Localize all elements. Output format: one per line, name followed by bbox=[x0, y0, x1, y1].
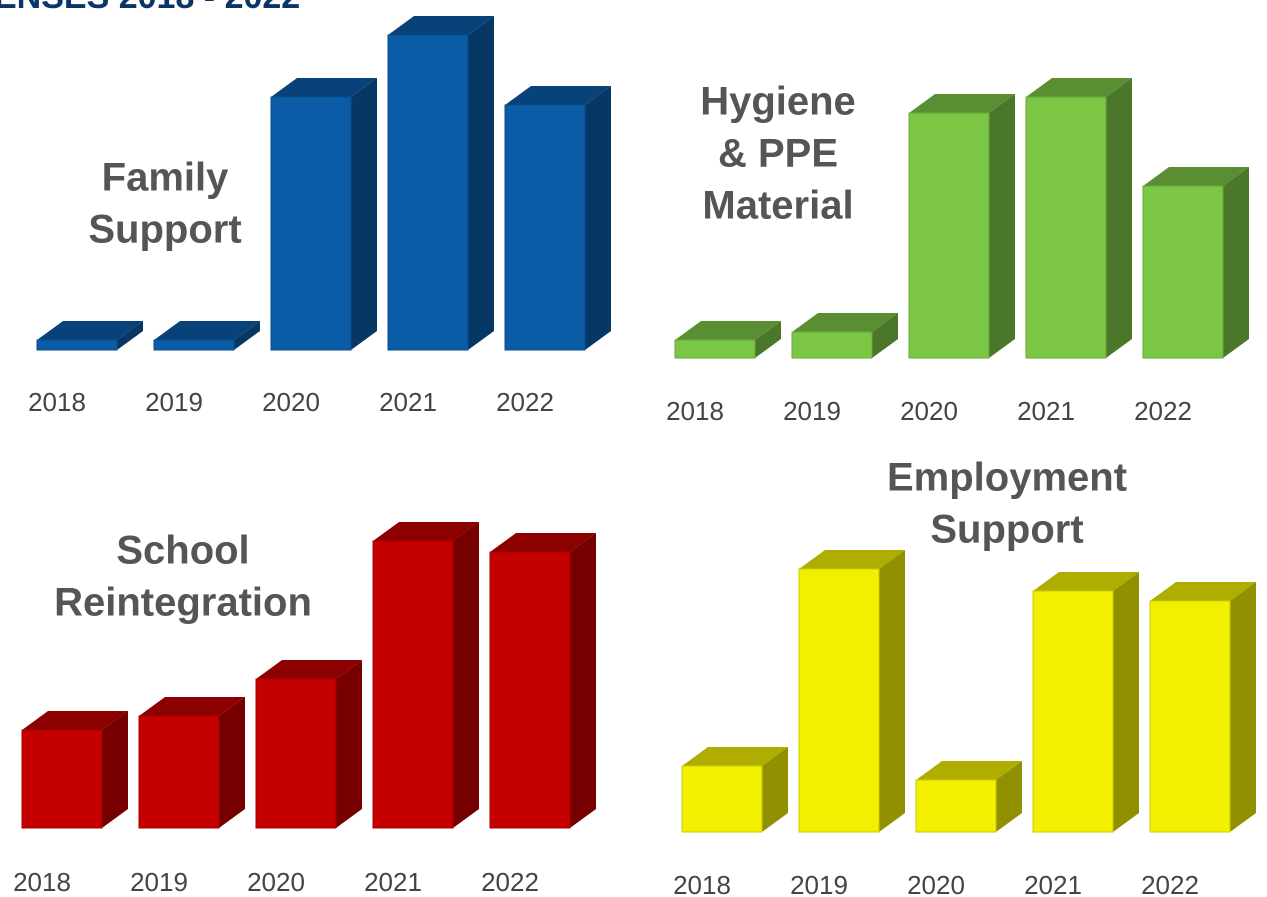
bar-side bbox=[117, 321, 143, 350]
bar bbox=[21, 729, 103, 829]
chart-title: Material bbox=[702, 184, 853, 228]
x-tick-label: 2021 bbox=[1024, 870, 1082, 897]
bar-side bbox=[336, 660, 362, 828]
bar bbox=[1032, 590, 1114, 833]
bar-top bbox=[792, 313, 898, 332]
bar-side bbox=[755, 321, 781, 358]
chart-title: Hygiene bbox=[700, 80, 856, 124]
x-tick-label: 2022 bbox=[1134, 396, 1192, 426]
bar-side bbox=[234, 321, 260, 350]
bar-side bbox=[996, 761, 1022, 832]
chart-title: Support bbox=[88, 208, 241, 252]
chart-title: & PPE bbox=[718, 132, 838, 176]
bar-side bbox=[585, 86, 611, 350]
x-tick-label: 2020 bbox=[907, 870, 965, 897]
bar bbox=[798, 568, 880, 833]
x-tick-label: 2021 bbox=[1017, 396, 1075, 426]
bar-top bbox=[675, 321, 781, 340]
bar bbox=[1142, 185, 1224, 359]
bar-top bbox=[256, 660, 362, 679]
x-tick-label: 2020 bbox=[262, 387, 320, 417]
bar-side bbox=[351, 78, 377, 350]
bar-top bbox=[1026, 78, 1132, 97]
bar-top bbox=[916, 761, 1022, 780]
bar bbox=[674, 339, 756, 359]
chart-title: Reintegration bbox=[54, 581, 312, 625]
bar-top bbox=[388, 16, 494, 35]
bar-top bbox=[682, 747, 788, 766]
bar bbox=[255, 678, 337, 829]
page-title: ENSES 2018 - 2022 bbox=[0, 0, 300, 16]
bar-top bbox=[37, 321, 143, 340]
bar-side bbox=[762, 747, 788, 832]
bar bbox=[270, 96, 352, 351]
bar bbox=[504, 104, 586, 351]
chart-title: Employment bbox=[887, 456, 1127, 500]
bar-side bbox=[1113, 572, 1139, 832]
bar-top bbox=[1033, 572, 1139, 591]
bar-side bbox=[102, 711, 128, 828]
x-tick-label: 2018 bbox=[28, 387, 86, 417]
bar bbox=[681, 765, 763, 833]
x-tick-label: 2021 bbox=[379, 387, 437, 417]
chart-title: Support bbox=[930, 508, 1083, 552]
bar bbox=[1025, 96, 1107, 359]
bar-side bbox=[468, 16, 494, 350]
bar-top bbox=[271, 78, 377, 97]
x-tick-label: 2022 bbox=[481, 867, 539, 897]
x-tick-label: 2019 bbox=[145, 387, 203, 417]
x-tick-label: 2019 bbox=[790, 870, 848, 897]
bar-top bbox=[154, 321, 260, 340]
chart-title: School bbox=[116, 529, 249, 573]
bar bbox=[153, 339, 235, 351]
x-tick-label: 2020 bbox=[900, 396, 958, 426]
bar-top bbox=[799, 550, 905, 569]
x-tick-label: 2020 bbox=[247, 867, 305, 897]
bar-side bbox=[453, 522, 479, 828]
x-tick-label: 2019 bbox=[130, 867, 188, 897]
bar-side bbox=[1106, 78, 1132, 358]
bar bbox=[489, 551, 571, 829]
bar-side bbox=[879, 550, 905, 832]
bar-side bbox=[872, 313, 898, 358]
x-tick-label: 2021 bbox=[364, 867, 422, 897]
bar bbox=[791, 331, 873, 359]
bar-side bbox=[1223, 167, 1249, 358]
bar bbox=[138, 715, 220, 829]
bar-side bbox=[570, 533, 596, 828]
bar bbox=[908, 112, 990, 359]
bar bbox=[372, 540, 454, 829]
x-tick-label: 2018 bbox=[13, 867, 71, 897]
bar-top bbox=[1150, 582, 1256, 601]
bar-top bbox=[1143, 167, 1249, 186]
bar bbox=[387, 34, 469, 351]
x-tick-label: 2019 bbox=[783, 396, 841, 426]
bar-top bbox=[139, 697, 245, 716]
bar-top bbox=[909, 94, 1015, 113]
bar-side bbox=[989, 94, 1015, 358]
chart-title: Family bbox=[102, 156, 229, 200]
bar-top bbox=[22, 711, 128, 730]
bar bbox=[915, 779, 997, 833]
x-tick-label: 2018 bbox=[666, 396, 724, 426]
x-tick-label: 2018 bbox=[673, 870, 731, 897]
bar-top bbox=[373, 522, 479, 541]
x-tick-label: 2022 bbox=[1141, 870, 1199, 897]
bar-side bbox=[1230, 582, 1256, 832]
bar-top bbox=[505, 86, 611, 105]
x-tick-label: 2022 bbox=[496, 387, 554, 417]
bar-top bbox=[490, 533, 596, 552]
bar-side bbox=[219, 697, 245, 828]
bar bbox=[1149, 600, 1231, 833]
bar bbox=[36, 339, 118, 351]
